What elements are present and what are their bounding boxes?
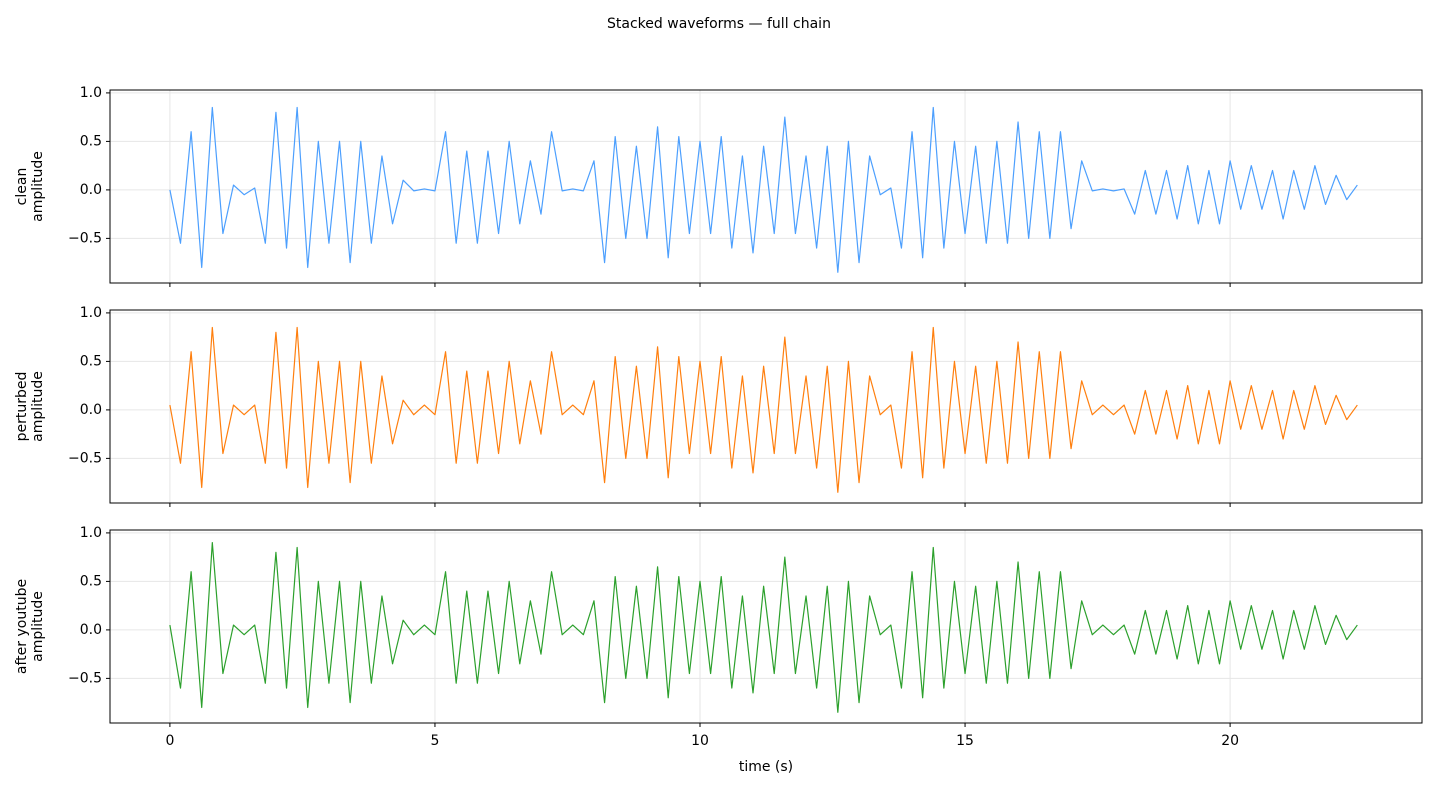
waveform <box>169 326 1358 493</box>
y-axis-label-line: clean <box>14 168 30 206</box>
y-tick-label: −0.5 <box>68 450 102 466</box>
axes-frame <box>109 529 1423 724</box>
y-axis-label-line: after youtube <box>14 579 30 674</box>
x-tick-label: 10 <box>691 733 709 749</box>
waveform <box>169 106 1358 273</box>
x-tick-label: 5 <box>430 733 439 749</box>
waveform <box>169 542 1358 713</box>
y-tick-label: 1.0 <box>80 525 102 541</box>
y-axis-label: perturbedamplitude <box>14 371 46 442</box>
y-tick-label: 1.0 <box>80 305 102 321</box>
y-tick-label: 1.0 <box>80 85 102 101</box>
y-tick-label: 0.5 <box>80 133 102 149</box>
axes-frame <box>109 89 1423 284</box>
y-tick-label: −0.5 <box>68 670 102 686</box>
x-tick-label: 15 <box>956 733 974 749</box>
y-tick-label: 0.0 <box>80 622 102 638</box>
y-tick-label: −0.5 <box>68 230 102 246</box>
axes-frame <box>109 309 1423 504</box>
x-tick-label: 20 <box>1221 733 1239 749</box>
y-axis-label-line: perturbed <box>14 372 30 442</box>
y-axis-label-line: amplitude <box>30 591 46 662</box>
y-axis-label-line: amplitude <box>30 151 46 222</box>
figure-title: Stacked waveforms — full chain <box>607 16 831 32</box>
y-tick-label: 0.5 <box>80 573 102 589</box>
y-axis-label-line: amplitude <box>30 371 46 442</box>
y-axis-label: after youtubeamplitude <box>14 579 46 674</box>
x-tick-label: 0 <box>165 733 174 749</box>
y-axis-label: cleanamplitude <box>14 151 46 222</box>
x-axis-label: time (s) <box>739 759 793 775</box>
y-tick-label: 0.5 <box>80 353 102 369</box>
y-tick-label: 0.0 <box>80 402 102 418</box>
y-tick-label: 0.0 <box>80 182 102 198</box>
